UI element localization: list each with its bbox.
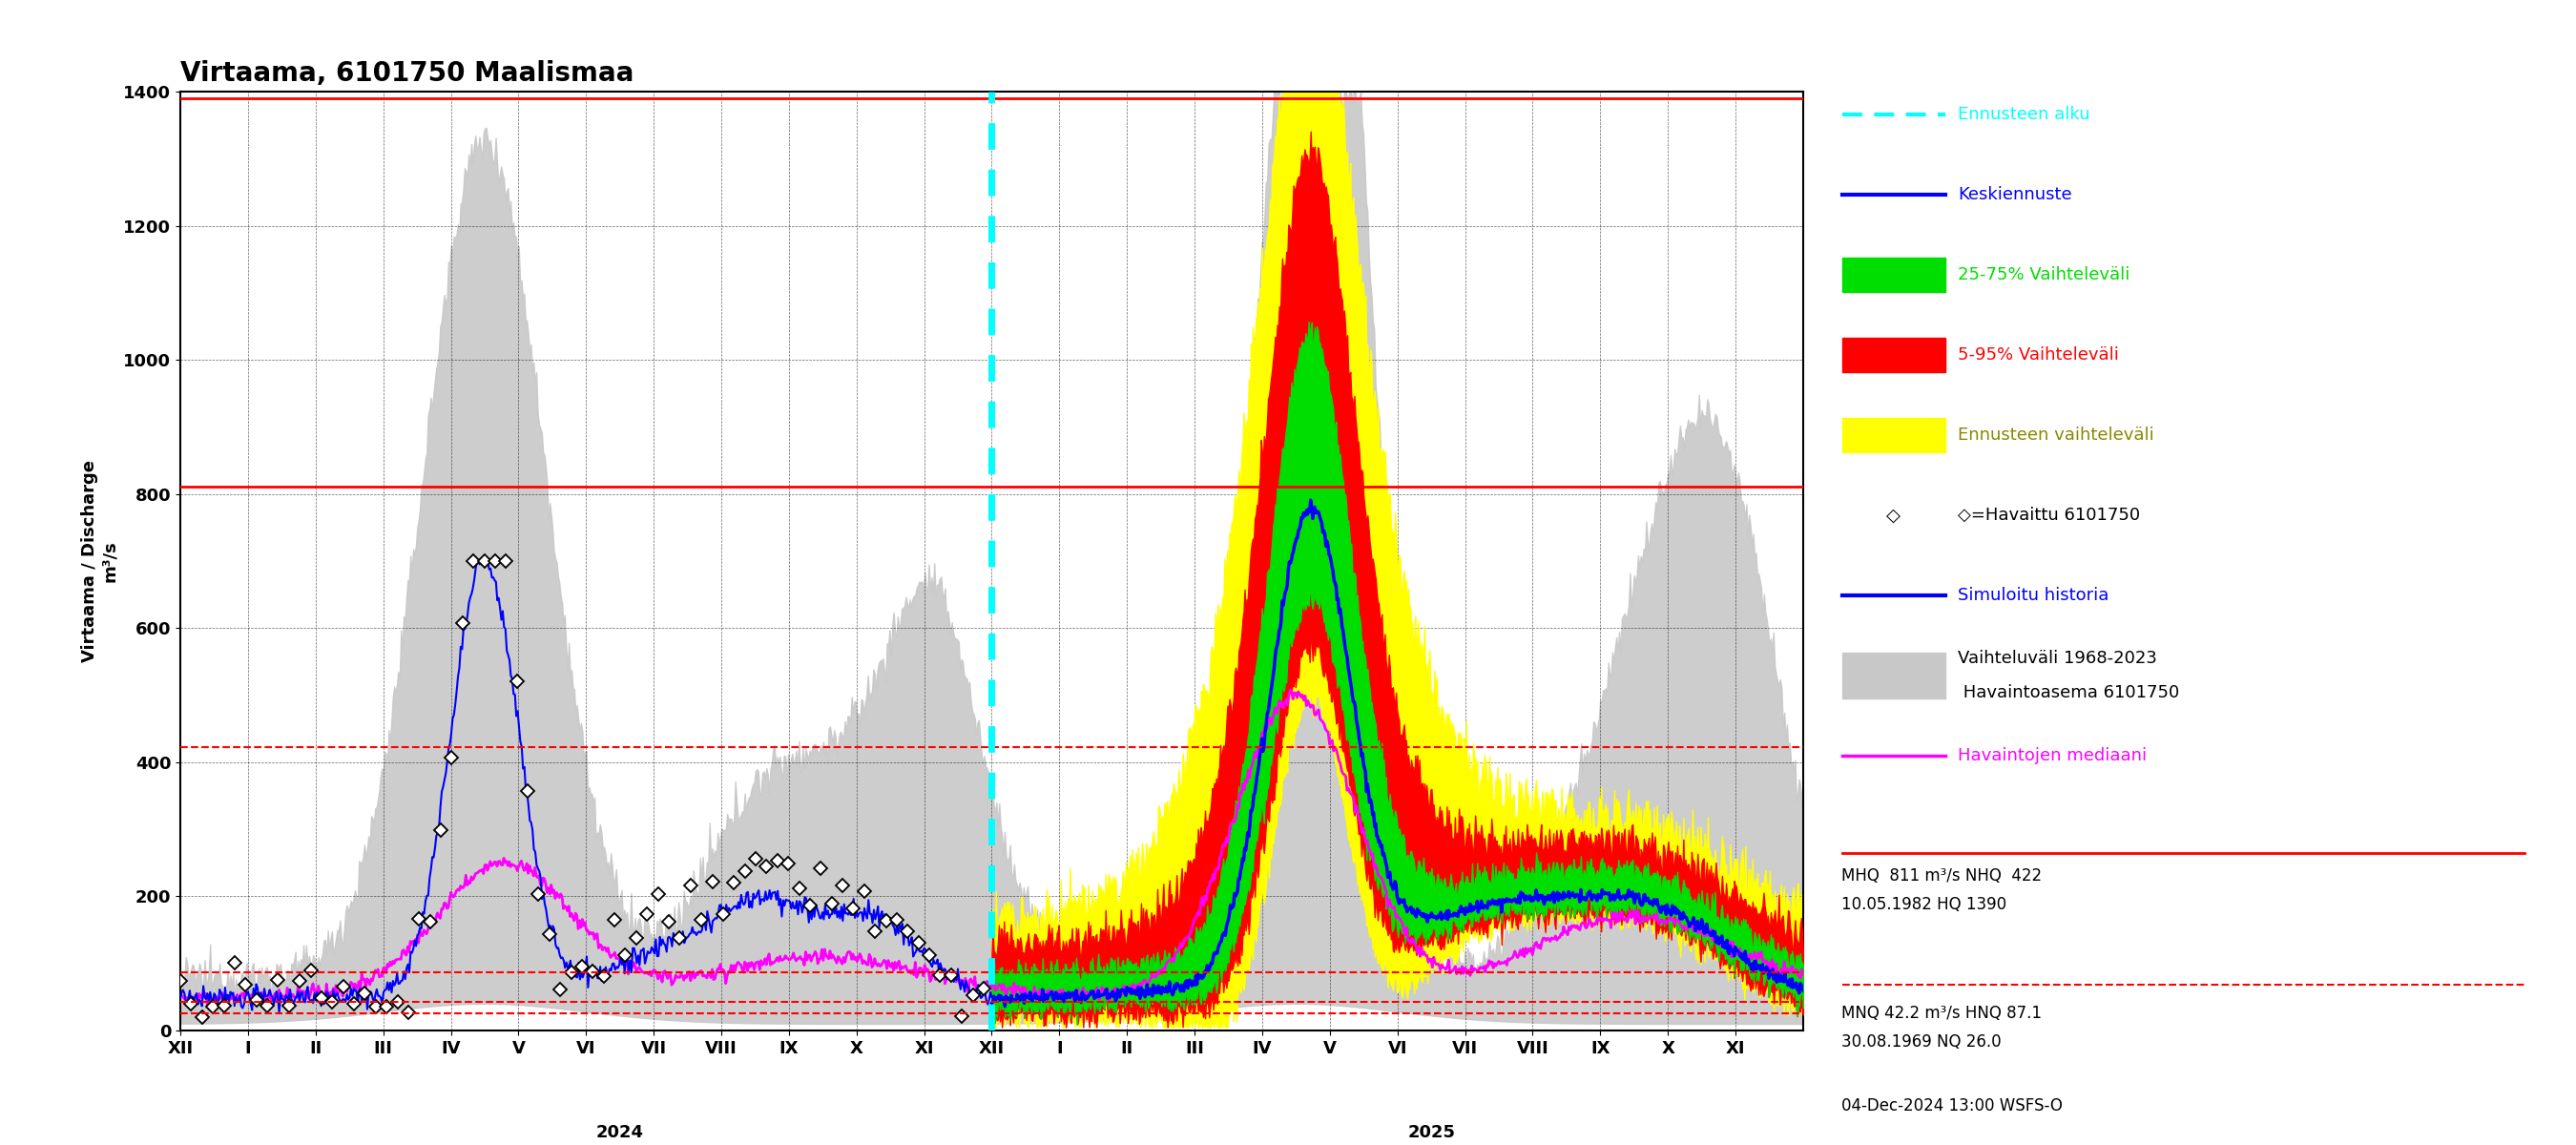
Text: Ennusteen alku: Ennusteen alku — [1958, 105, 2089, 123]
Text: Virtaama, 6101750 Maalismaa: Virtaama, 6101750 Maalismaa — [180, 60, 634, 87]
Text: MHQ  811 m³/s NHQ  422: MHQ 811 m³/s NHQ 422 — [1842, 868, 2043, 884]
Text: 2024: 2024 — [595, 1124, 644, 1142]
Text: 30.08.1969 NQ 26.0: 30.08.1969 NQ 26.0 — [1842, 1033, 2002, 1051]
Text: Havaintojen mediaani: Havaintojen mediaani — [1958, 747, 2146, 765]
Text: ◇: ◇ — [1886, 506, 1901, 524]
Y-axis label: Virtaama / Discharge
m³/s: Virtaama / Discharge m³/s — [80, 460, 118, 662]
Text: Vaihteluväli 1968-2023: Vaihteluväli 1968-2023 — [1958, 649, 2156, 666]
Text: Keskiennuste: Keskiennuste — [1958, 185, 2071, 204]
Text: Ennusteen vaihteleväli: Ennusteen vaihteleväli — [1958, 426, 2154, 443]
Text: 10.05.1982 HQ 1390: 10.05.1982 HQ 1390 — [1842, 895, 2007, 914]
Text: ◇=Havaittu 6101750: ◇=Havaittu 6101750 — [1958, 506, 2141, 524]
Text: 2025: 2025 — [1406, 1124, 1455, 1142]
Text: MNQ 42.2 m³/s HNQ 87.1: MNQ 42.2 m³/s HNQ 87.1 — [1842, 1005, 2043, 1021]
Text: 5-95% Vaihteleväli: 5-95% Vaihteleväli — [1958, 347, 2120, 364]
Text: 25-75% Vaihteleväli: 25-75% Vaihteleväli — [1958, 266, 2130, 283]
Text: 04-Dec-2024 13:00 WSFS-O: 04-Dec-2024 13:00 WSFS-O — [1842, 1097, 2063, 1114]
Text: Havaintoasema 6101750: Havaintoasema 6101750 — [1958, 685, 2179, 701]
Text: Simuloitu historia: Simuloitu historia — [1958, 586, 2110, 605]
